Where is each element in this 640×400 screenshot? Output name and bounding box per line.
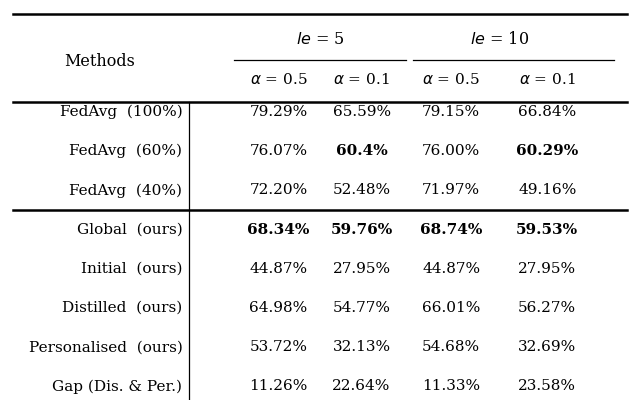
Text: 72.20%: 72.20% (249, 183, 308, 197)
Text: $\mathit{\alpha}$ = 0.5: $\mathit{\alpha}$ = 0.5 (250, 72, 307, 88)
Text: Gap (Dis. & Per.): Gap (Dis. & Per.) (52, 379, 182, 394)
Text: FedAvg  (100%): FedAvg (100%) (60, 105, 182, 119)
Text: 11.26%: 11.26% (249, 380, 308, 394)
Text: 11.33%: 11.33% (422, 380, 480, 394)
Text: $\mathit{\alpha}$ = 0.1: $\mathit{\alpha}$ = 0.1 (333, 72, 390, 88)
Text: Global  (ours): Global (ours) (77, 222, 182, 237)
Text: Initial  (ours): Initial (ours) (81, 262, 182, 276)
Text: 66.01%: 66.01% (422, 301, 481, 315)
Text: 54.77%: 54.77% (333, 301, 390, 315)
Text: 71.97%: 71.97% (422, 183, 480, 197)
Text: 68.34%: 68.34% (247, 222, 310, 237)
Text: 68.74%: 68.74% (420, 222, 483, 237)
Text: 65.59%: 65.59% (333, 105, 390, 119)
Text: 32.69%: 32.69% (518, 340, 577, 354)
Text: 54.68%: 54.68% (422, 340, 480, 354)
Text: 64.98%: 64.98% (249, 301, 308, 315)
Text: Distilled  (ours): Distilled (ours) (62, 301, 182, 315)
Text: Personalised  (ours): Personalised (ours) (29, 340, 182, 354)
Text: 76.00%: 76.00% (422, 144, 481, 158)
Text: 76.07%: 76.07% (250, 144, 307, 158)
Text: 79.29%: 79.29% (249, 105, 308, 119)
Text: 49.16%: 49.16% (518, 183, 577, 197)
Text: 27.95%: 27.95% (333, 262, 390, 276)
Text: 22.64%: 22.64% (332, 380, 391, 394)
Text: $\mathit{\alpha}$ = 0.1: $\mathit{\alpha}$ = 0.1 (519, 72, 575, 88)
Text: 60.29%: 60.29% (516, 144, 579, 158)
Text: $\mathit{\alpha}$ = 0.5: $\mathit{\alpha}$ = 0.5 (422, 72, 480, 88)
Text: 60.4%: 60.4% (336, 144, 387, 158)
Text: $\mathit{le}$ = 10: $\mathit{le}$ = 10 (470, 32, 529, 48)
Text: Methods: Methods (64, 54, 134, 70)
Text: 52.48%: 52.48% (333, 183, 390, 197)
Text: 59.76%: 59.76% (330, 222, 393, 237)
Text: 32.13%: 32.13% (333, 340, 390, 354)
Text: 23.58%: 23.58% (518, 380, 576, 394)
Text: 27.95%: 27.95% (518, 262, 576, 276)
Text: 44.87%: 44.87% (250, 262, 307, 276)
Text: 53.72%: 53.72% (250, 340, 307, 354)
Text: FedAvg  (60%): FedAvg (60%) (69, 144, 182, 158)
Text: 79.15%: 79.15% (422, 105, 480, 119)
Text: FedAvg  (40%): FedAvg (40%) (69, 183, 182, 198)
Text: 44.87%: 44.87% (422, 262, 480, 276)
Text: 66.84%: 66.84% (518, 105, 577, 119)
Text: 59.53%: 59.53% (516, 222, 579, 237)
Text: $\mathit{le}$ = 5: $\mathit{le}$ = 5 (296, 32, 344, 48)
Text: 56.27%: 56.27% (518, 301, 576, 315)
